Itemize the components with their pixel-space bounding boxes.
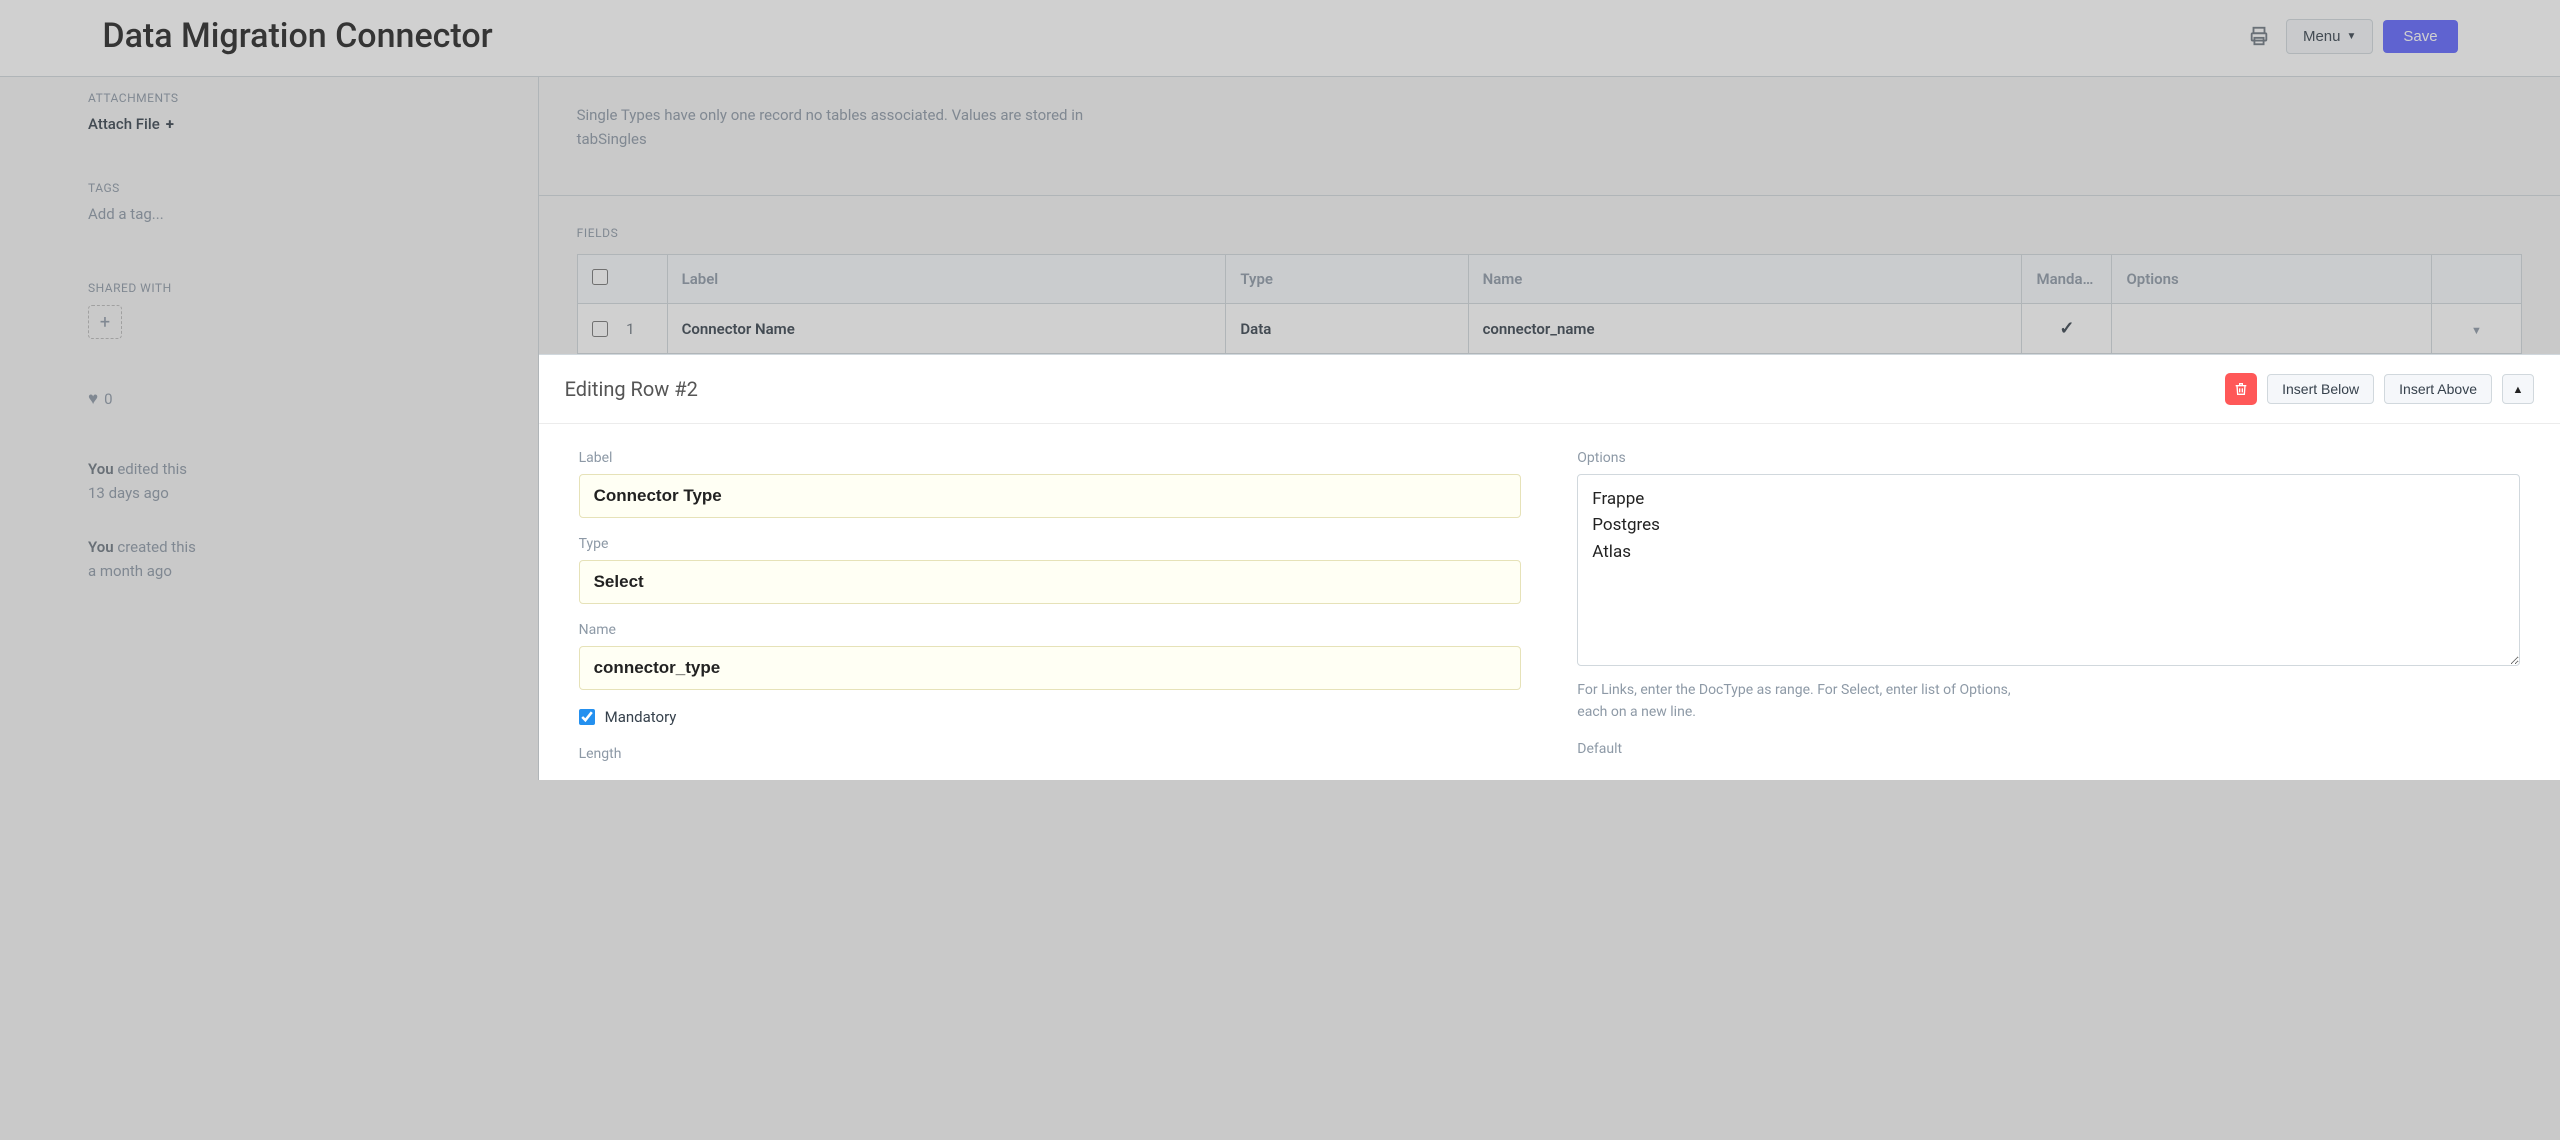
delete-button[interactable]: [2225, 373, 2257, 405]
chevron-down-icon[interactable]: ▼: [2471, 324, 2482, 337]
history-when: 13 days ago: [88, 484, 169, 502]
plus-icon: +: [166, 115, 174, 133]
row-index: 1: [626, 320, 652, 338]
type-field-label: Type: [579, 536, 1522, 552]
insert-above-button[interactable]: Insert Above: [2384, 374, 2492, 404]
history-action: edited this: [117, 460, 187, 478]
insert-below-button[interactable]: Insert Below: [2267, 374, 2374, 404]
collapse-button[interactable]: ▲: [2502, 374, 2534, 404]
add-share-button[interactable]: +: [88, 305, 122, 339]
cell-options: [2112, 304, 2432, 354]
cell-name: connector_name: [1468, 304, 2022, 354]
menu-label: Menu: [2303, 28, 2341, 45]
select-all-checkbox[interactable]: [592, 269, 608, 285]
is-single-description: Single Types have only one record no tab…: [577, 83, 1137, 151]
mandatory-label: Mandatory: [605, 708, 677, 726]
label-field-label: Label: [579, 450, 1522, 466]
options-help: For Links, enter the DocType as range. F…: [1577, 680, 2037, 723]
chevron-up-icon: ▲: [2513, 383, 2524, 396]
cell-type: Data: [1226, 304, 1468, 354]
row-editor: Editing Row #2 Insert Below Insert Above…: [539, 354, 2560, 780]
attach-file-label: Attach File: [88, 115, 160, 133]
page-title: Data Migration Connector: [102, 16, 2242, 56]
check-icon: ✓: [2059, 318, 2074, 339]
default-field-label: Default: [1577, 741, 2520, 757]
tag-input[interactable]: Add a tag...: [88, 205, 538, 223]
sidebar: ATTACHMENTS Attach File + TAGS Add a tag…: [0, 77, 538, 780]
col-name: Name: [1468, 255, 2022, 304]
heart-icon[interactable]: ♥: [88, 389, 98, 409]
editor-title: Editing Row #2: [565, 377, 2226, 401]
col-mandatory: Manda…: [2022, 255, 2112, 304]
fields-table: Label Type Name Manda… Options 1: [577, 254, 2522, 354]
save-button[interactable]: Save: [2383, 20, 2457, 53]
history-who: You: [88, 538, 114, 556]
likes-count: 0: [104, 390, 112, 408]
cell-label: Connector Name: [667, 304, 1226, 354]
history-when: a month ago: [88, 562, 172, 580]
menu-button[interactable]: Menu ▼: [2286, 19, 2373, 54]
history: You edited this 13 days ago You created …: [88, 457, 538, 583]
table-row[interactable]: 1 Connector Name Data connector_name ✓ ▼: [577, 304, 2521, 354]
row-checkbox[interactable]: [592, 321, 608, 337]
col-label: Label: [667, 255, 1226, 304]
fields-section-label: FIELDS: [577, 226, 2522, 240]
attachments-heading: ATTACHMENTS: [88, 91, 538, 105]
col-options: Options: [2112, 255, 2432, 304]
label-field[interactable]: [579, 474, 1522, 518]
main-content: Is Single Single Types have only one rec…: [538, 77, 2560, 780]
col-type: Type: [1226, 255, 1468, 304]
length-field-label: Length: [579, 746, 1522, 762]
history-action: created this: [117, 538, 196, 556]
attach-file-button[interactable]: Attach File +: [88, 115, 538, 133]
print-icon[interactable]: [2242, 19, 2276, 53]
tags-heading: TAGS: [88, 181, 538, 195]
name-field[interactable]: [579, 646, 1522, 690]
shared-heading: SHARED WITH: [88, 281, 538, 295]
name-field-label: Name: [579, 622, 1522, 638]
type-field[interactable]: [579, 560, 1522, 604]
chevron-down-icon: ▼: [2346, 31, 2356, 42]
mandatory-checkbox[interactable]: [579, 709, 595, 725]
history-who: You: [88, 460, 114, 478]
options-field-label: Options: [1577, 450, 2520, 466]
options-field[interactable]: [1577, 474, 2520, 666]
plus-icon: +: [100, 312, 110, 333]
